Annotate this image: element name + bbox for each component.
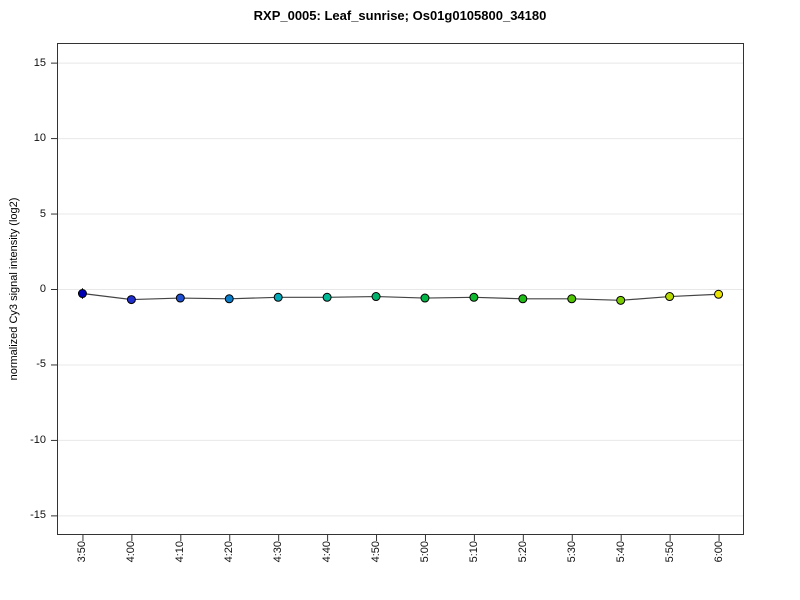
data-point [518, 294, 528, 304]
data-point [714, 289, 724, 299]
x-tick-label: 5:10 [467, 541, 480, 563]
y-tick-label: 0 [39, 283, 46, 295]
data-point [567, 294, 577, 304]
x-tick-label: 4:20 [223, 541, 236, 563]
data-point [126, 295, 136, 305]
data-point [224, 294, 234, 304]
data-point [616, 295, 626, 305]
y-tick-label: 15 [33, 56, 46, 69]
plot-border [57, 43, 744, 535]
y-tick-label: -5 [36, 358, 46, 371]
x-tick-label: 5:30 [565, 541, 578, 563]
x-tick-label: 5:50 [663, 541, 676, 563]
x-tick-label: 5:00 [418, 541, 431, 563]
x-tick-label: 3:50 [76, 541, 89, 563]
x-tick-label: 4:30 [272, 541, 285, 563]
y-tick-label: 10 [33, 132, 46, 145]
data-point [273, 292, 283, 302]
chart-title: RXP_0005: Leaf_sunrise; Os01g0105800_341… [253, 8, 547, 23]
data-point [322, 292, 332, 302]
data-point [420, 293, 430, 303]
x-tick-label: 4:40 [321, 541, 334, 563]
y-tick-label: -15 [30, 509, 46, 522]
y-tick-label: 5 [39, 207, 46, 220]
x-tick-label: 5:40 [614, 541, 627, 563]
x-tick-label: 4:10 [174, 541, 187, 563]
series-line [82, 292, 719, 301]
data-point [469, 292, 479, 302]
data-point [77, 289, 87, 299]
x-tick-label: 4:50 [370, 541, 383, 563]
data-point [665, 292, 675, 302]
x-tick-label: 5:20 [516, 541, 529, 563]
x-tick-label: 6:00 [712, 541, 725, 563]
y-tick-label: -10 [30, 433, 46, 446]
data-point [175, 293, 185, 303]
data-point [371, 292, 381, 302]
x-tick-label: 4:00 [125, 541, 138, 563]
